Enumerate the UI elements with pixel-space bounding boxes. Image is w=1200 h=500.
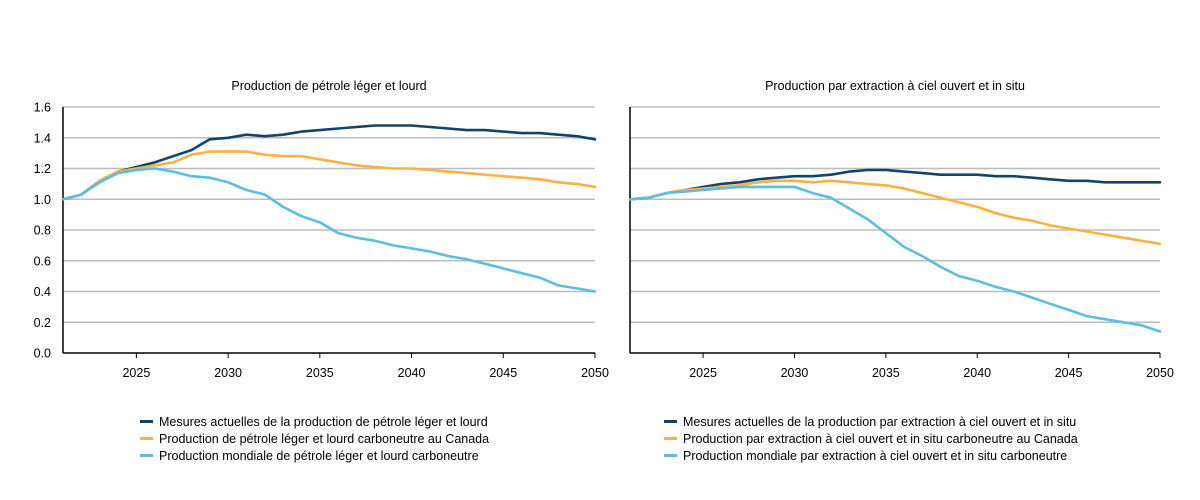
x-tick-label: 2030 [781,366,809,380]
x-tick-label: 2030 [214,366,242,380]
legend-swatch [140,454,153,457]
legend-right-chart: Mesures actuelles de la production par e… [664,413,1078,464]
legend-item: Mesures actuelles de la production de pé… [140,413,489,430]
legend-item: Production mondiale par extraction à cie… [664,447,1078,464]
legend-item: Production mondiale de pétrole léger et … [140,447,489,464]
y-tick-label: 1.6 [34,101,51,115]
legend-swatch [140,420,153,423]
y-tick-label: 1.4 [34,131,51,145]
chart-title: Production de pétrole léger et lourd [231,79,426,93]
x-tick-label: 2025 [122,366,150,380]
legend-left-chart: Mesures actuelles de la production de pé… [140,413,489,464]
x-tick-label: 2045 [1055,366,1083,380]
y-tick-label: 0.6 [34,254,51,268]
legend-item: Mesures actuelles de la production par e… [664,413,1078,430]
legend-item: Production de pétrole léger et lourd car… [140,430,489,447]
chart-panel-1: Production par extraction à ciel ouvert … [628,79,1174,380]
series-line-2 [628,185,1162,333]
legend-swatch [664,454,677,457]
series-line-0 [628,168,1162,201]
y-tick-label: 0.0 [34,347,51,361]
series-line-1 [628,179,1162,246]
x-tick-label: 2040 [398,366,426,380]
x-tick-label: 2025 [689,366,717,380]
legend-label: Production de pétrole léger et lourd car… [159,431,490,446]
x-tick-label: 2035 [306,366,334,380]
legend-label: Production par extraction à ciel ouvert … [683,431,1078,446]
y-tick-label: 0.4 [34,285,51,299]
x-tick-label: 2050 [581,366,609,380]
x-tick-label: 2040 [963,366,991,380]
y-tick-label: 1.0 [34,193,51,207]
legend-swatch [140,437,153,440]
chart-title: Production par extraction à ciel ouvert … [765,79,1025,93]
x-tick-label: 2035 [872,366,900,380]
legend-swatch [664,420,677,423]
y-tick-label: 0.2 [34,316,51,330]
series-line-2 [61,167,597,293]
series-line-0 [61,124,597,201]
legend-label: Mesures actuelles de la production par e… [683,414,1077,429]
y-tick-label: 0.8 [34,224,51,238]
x-tick-label: 2045 [489,366,517,380]
legend-item: Production par extraction à ciel ouvert … [664,430,1078,447]
chart-panel-0: Production de pétrole léger et lourd 0.0 0… [34,79,609,380]
series-line-1 [61,150,597,201]
x-tick-label: 2050 [1146,366,1174,380]
legend-swatch [664,437,677,440]
legend-label: Mesures actuelles de la production de pé… [159,414,488,429]
y-tick-label: 1.2 [34,162,51,176]
legend-label: Production mondiale par extraction à cie… [683,448,1068,463]
legend-label: Production mondiale de pétrole léger et … [159,448,479,463]
